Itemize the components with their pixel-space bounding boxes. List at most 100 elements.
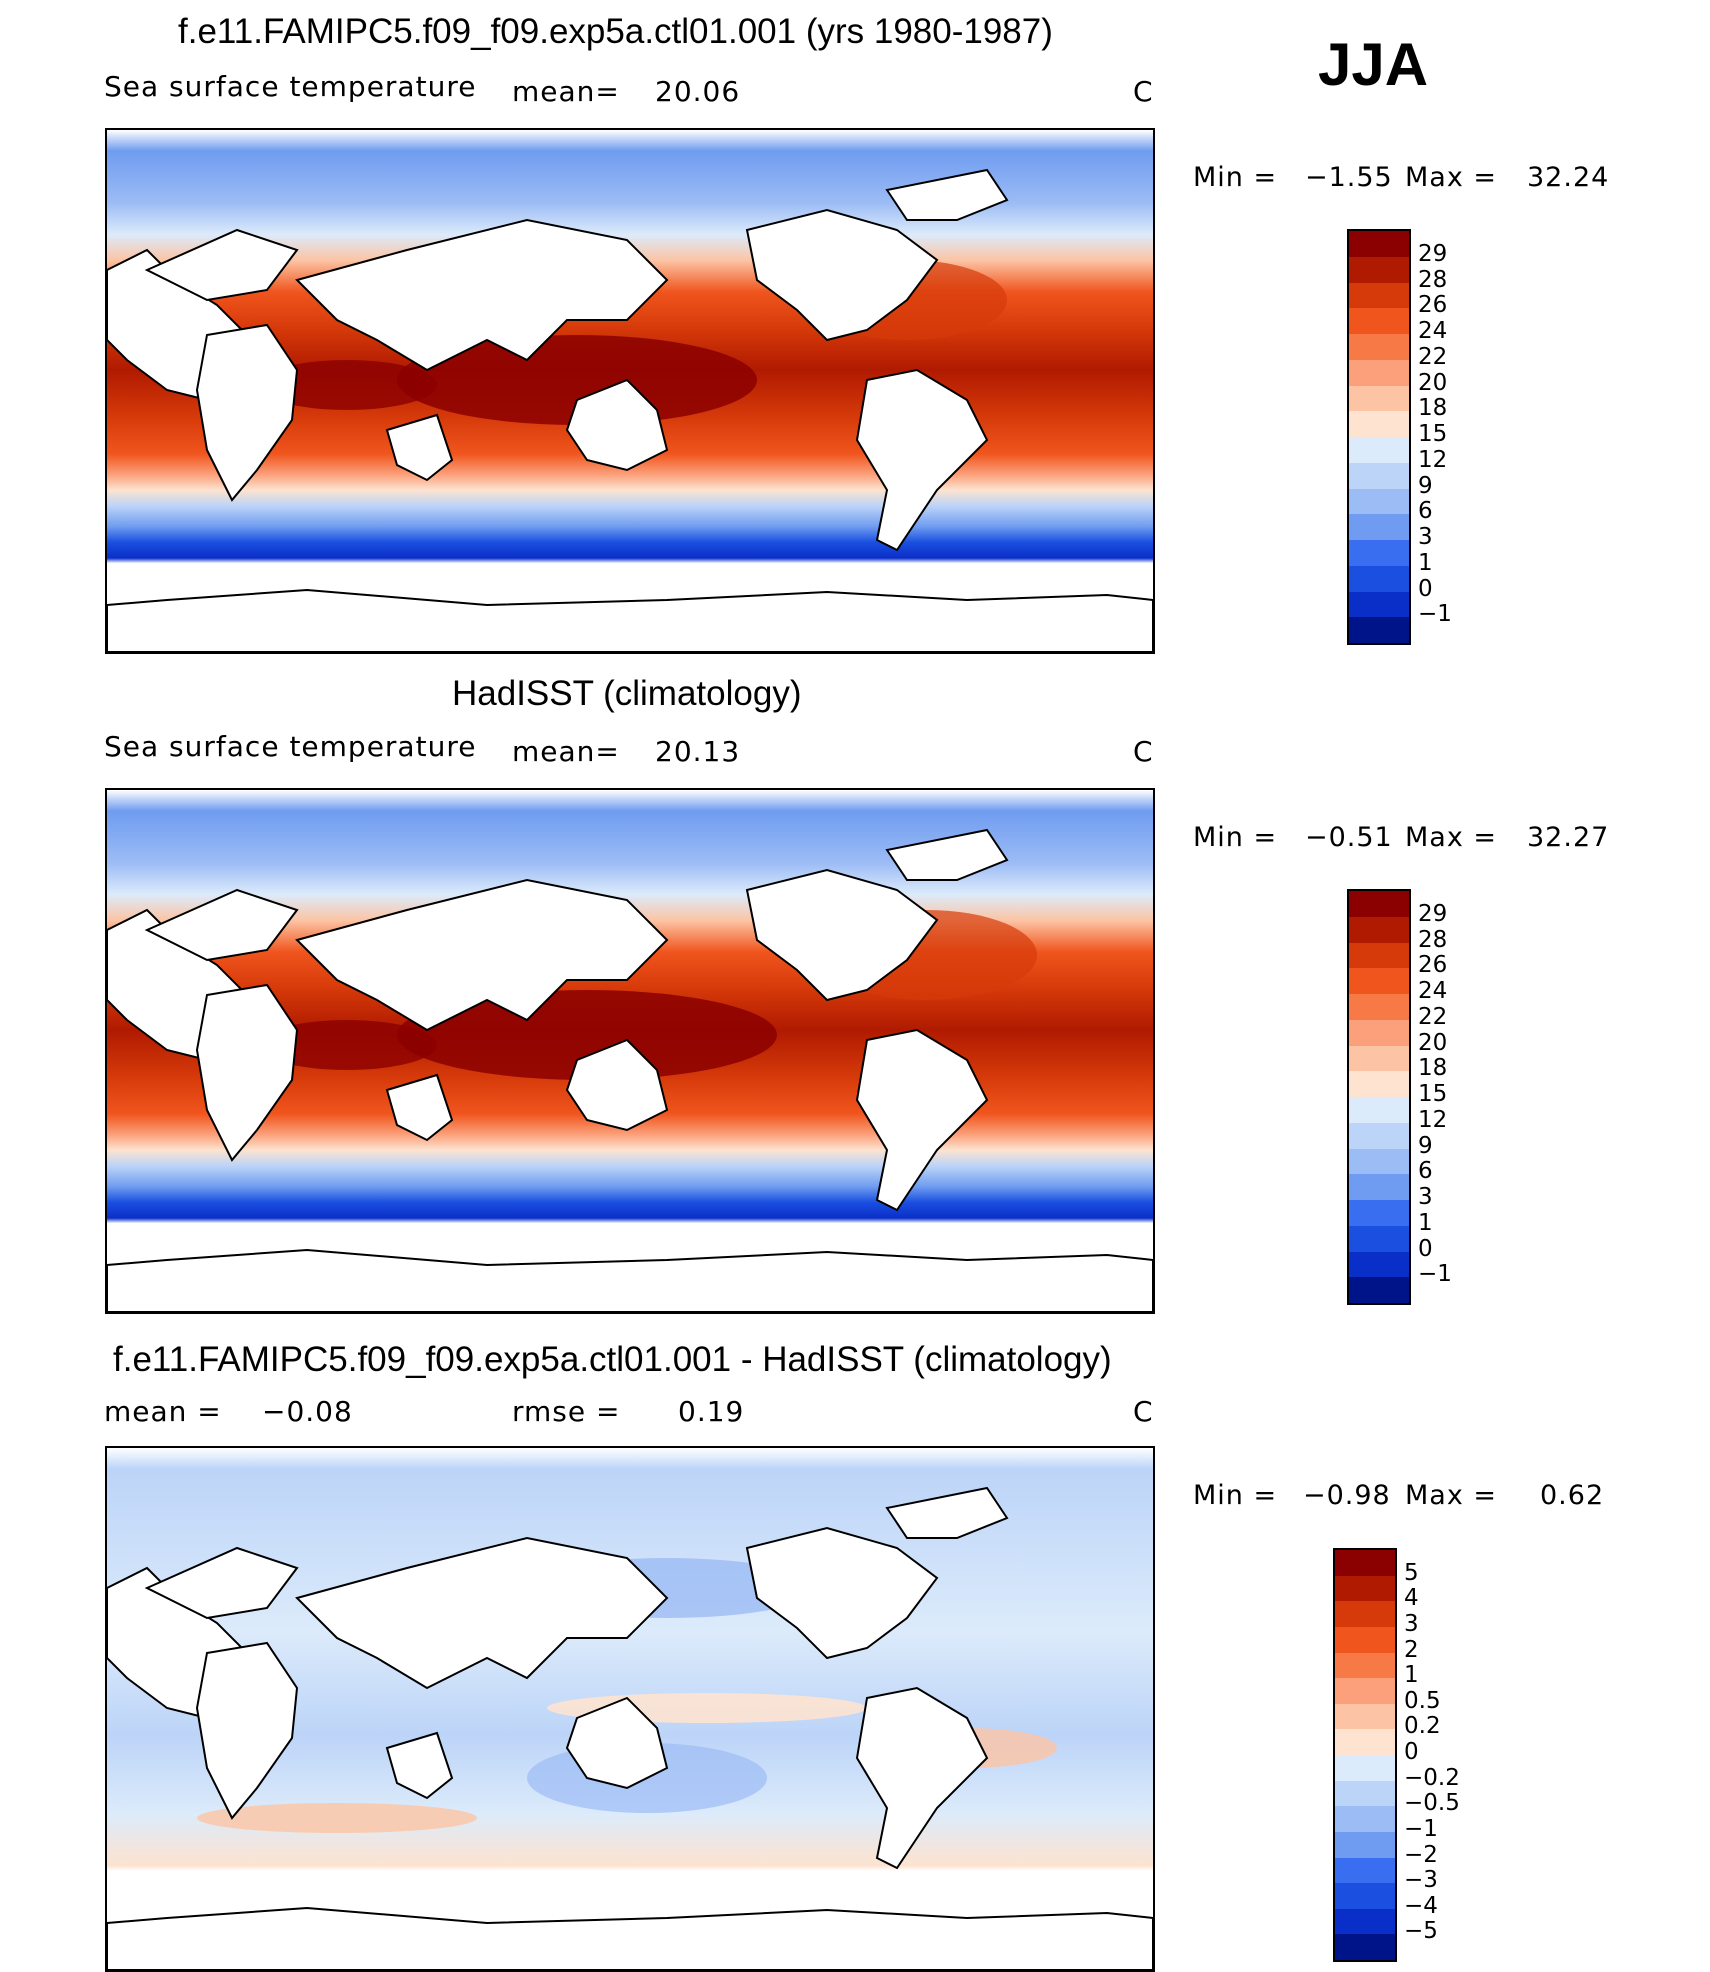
panel3-mean-label: mean = [104, 1395, 222, 1428]
panel3-title: f.e11.FAMIPC5.f09_f09.exp5a.ctl01.001 - … [113, 1340, 1112, 1379]
colorbar-segment [1349, 1174, 1409, 1201]
colorbar-segment [1349, 1251, 1409, 1279]
colorbar-segment [1349, 1045, 1409, 1073]
colorbar-segment [1335, 1883, 1395, 1910]
colorbar-tick-label: 6 [1418, 1158, 1433, 1185]
colorbar-tick-label: 0 [1418, 1235, 1433, 1262]
colorbar-segment [1335, 1652, 1395, 1680]
colorbar-segment [1349, 437, 1409, 464]
colorbar-tick-label: 28 [1418, 266, 1448, 293]
panel2-min-label: Min = [1193, 822, 1278, 853]
colorbar-tick-label: 0 [1404, 1739, 1419, 1765]
panel1-max-value: 32.24 [1527, 162, 1610, 193]
colorbar-segment [1349, 256, 1409, 284]
colorbar-segment [1349, 514, 1409, 541]
colorbar-tick-label: 2 [1404, 1636, 1419, 1663]
colorbar-tick-label: 0.5 [1404, 1687, 1441, 1714]
colorbar-tick-label: 26 [1418, 952, 1448, 979]
colorbar-tick-label: 20 [1418, 369, 1448, 396]
colorbar-tick-label: −0.2 [1404, 1764, 1460, 1791]
colorbar-segment [1335, 1626, 1395, 1654]
panel1-min-label: Min = [1193, 162, 1278, 193]
colorbar-tick-label: 9 [1418, 1132, 1433, 1159]
colorbar-tick-label: 12 [1418, 446, 1448, 473]
colorbar-segment [1349, 994, 1409, 1021]
colorbar-segment [1349, 1200, 1409, 1227]
panel3-mean-value: −0.08 [262, 1395, 353, 1428]
panel1-mean-label: mean= [512, 75, 620, 108]
colorbar-tick-label: −0.5 [1404, 1790, 1460, 1817]
colorbar-segment [1349, 591, 1409, 619]
panel1-min-value: −1.55 [1305, 162, 1393, 193]
colorbar-tick-label: 22 [1418, 343, 1448, 370]
colorbar-tick-label: 1 [1418, 1209, 1433, 1236]
panel2-max-label: Max = [1405, 822, 1498, 853]
colorbar-tick-label: 3 [1418, 1184, 1433, 1210]
colorbar-segment [1335, 1601, 1395, 1628]
colorbar-tick-label: 24 [1418, 978, 1448, 1004]
colorbar-segment [1349, 385, 1409, 413]
panel3-map [105, 1446, 1155, 1972]
colorbar-segment [1349, 1097, 1409, 1124]
colorbar-tick-label: −3 [1404, 1867, 1438, 1894]
panel3-max-value: 0.62 [1540, 1480, 1605, 1511]
panel1-units: C [1133, 75, 1154, 108]
colorbar-segment [1349, 282, 1409, 310]
colorbar-tick-label: 26 [1418, 292, 1448, 319]
panel2-mean-value: 20.13 [655, 735, 741, 768]
colorbar-segment [1349, 968, 1409, 995]
colorbar-segment [1349, 1148, 1409, 1176]
colorbar-segment [1349, 1122, 1409, 1150]
panel1-map [105, 128, 1155, 654]
panel1-mean-value: 20.06 [655, 75, 741, 108]
colorbar-segment [1349, 231, 1409, 258]
panel2-colorbar [1347, 889, 1411, 1305]
colorbar-segment [1335, 1831, 1395, 1859]
colorbar-tick-label: 20 [1418, 1029, 1448, 1056]
colorbar-segment [1349, 942, 1409, 970]
colorbar-tick-label: −1 [1418, 1261, 1452, 1288]
panel3-units: C [1133, 1395, 1154, 1428]
panel3-rmse-label: rmse = [512, 1395, 621, 1428]
panel3-map-svg [107, 1448, 1153, 1970]
colorbar-segment [1349, 891, 1409, 918]
panel2-title: HadISST (climatology) [452, 674, 802, 713]
panel3-min-value: −0.98 [1303, 1480, 1391, 1511]
colorbar-tick-label: 28 [1418, 926, 1448, 953]
colorbar-tick-label: 0 [1418, 575, 1433, 602]
colorbar-segment [1349, 359, 1409, 387]
colorbar-segment [1335, 1550, 1395, 1577]
colorbar-segment [1335, 1575, 1395, 1603]
colorbar-tick-label: 0.2 [1404, 1713, 1441, 1740]
colorbar-segment [1335, 1780, 1395, 1808]
colorbar-tick-label: 15 [1418, 1081, 1448, 1107]
colorbar-segment [1335, 1934, 1395, 1960]
panel3-min-label: Min = [1193, 1480, 1278, 1511]
colorbar-segment [1335, 1729, 1395, 1756]
colorbar-tick-label: 4 [1404, 1585, 1419, 1612]
colorbar-tick-label: 29 [1418, 900, 1448, 927]
colorbar-tick-label: −1 [1418, 601, 1452, 628]
panel2-min-value: −0.51 [1305, 822, 1393, 853]
colorbar-tick-label: 18 [1418, 1055, 1448, 1082]
colorbar-tick-label: −5 [1404, 1918, 1438, 1945]
colorbar-segment [1349, 1277, 1409, 1303]
panel2-variable: Sea surface temperature [104, 730, 477, 763]
season-label: JJA [1318, 31, 1429, 98]
colorbar-segment [1349, 308, 1409, 335]
panel2-mean-label: mean= [512, 735, 620, 768]
colorbar-segment [1349, 916, 1409, 944]
colorbar-segment [1335, 1806, 1395, 1833]
colorbar-tick-label: 22 [1418, 1003, 1448, 1030]
colorbar-segment [1349, 1071, 1409, 1098]
colorbar-segment [1335, 1678, 1395, 1705]
panel2-map [105, 788, 1155, 1314]
panel2-map-svg [107, 790, 1153, 1312]
colorbar-tick-label: 12 [1418, 1106, 1448, 1133]
panel1-title: f.e11.FAMIPC5.f09_f09.exp5a.ctl01.001 (y… [178, 12, 1053, 51]
panel1-max-label: Max = [1405, 162, 1498, 193]
colorbar-segment [1349, 462, 1409, 490]
colorbar-tick-label: 24 [1418, 318, 1448, 344]
colorbar-tick-label: 1 [1404, 1662, 1419, 1689]
colorbar-tick-label: 3 [1404, 1610, 1419, 1637]
